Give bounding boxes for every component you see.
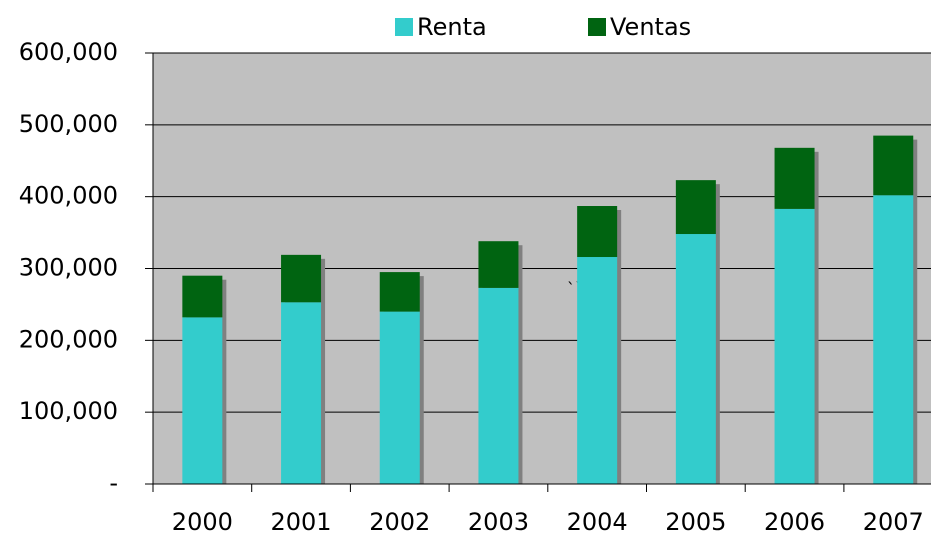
bar [281,254,322,303]
y-tick-label: 500,000 [19,110,118,138]
x-tick-label: 2006 [764,508,825,536]
bar [281,302,322,484]
bar [873,135,914,196]
bar [774,208,815,484]
x-tick-label: 2004 [567,508,628,536]
bar [675,180,716,235]
legend-swatch [395,18,413,36]
x-tick-label: 2003 [468,508,529,536]
bar [379,272,420,312]
legend-label: Ventas [610,13,691,41]
bar [577,257,618,484]
bar [478,241,519,288]
x-tick-label: 2005 [665,508,726,536]
y-tick-label: 400,000 [19,182,118,210]
bar [478,287,519,484]
x-tick-label: 2001 [271,508,332,536]
bar [182,275,223,318]
y-tick-label: 100,000 [19,397,118,425]
legend-swatch [588,18,606,36]
y-tick-label: 600,000 [19,38,118,66]
legend-label: Renta [417,13,487,41]
x-tick-label: 2002 [369,508,430,536]
x-tick-label: 2007 [863,508,924,536]
y-tick-label: 200,000 [19,325,118,353]
y-tick-label: - [109,469,118,497]
y-tick-label: 300,000 [19,254,118,282]
bar [774,147,815,209]
bar [577,206,618,258]
bar [182,317,223,484]
bar [873,195,914,485]
bar [379,311,420,484]
x-tick-label: 2000 [172,508,233,536]
bar [675,234,716,484]
